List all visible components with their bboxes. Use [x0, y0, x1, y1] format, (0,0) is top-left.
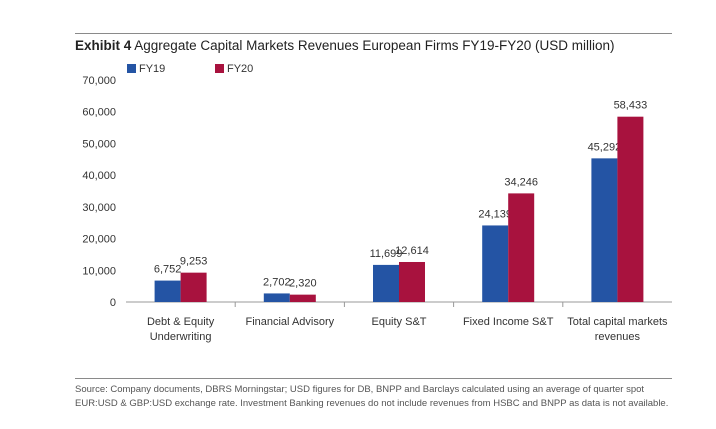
bar-fy20	[508, 193, 535, 302]
chart-title: Exhibit 4 Aggregate Capital Markets Reve…	[75, 38, 614, 53]
legend-label-fy20: FY20	[227, 63, 253, 75]
legend-swatch-fy20	[215, 64, 224, 73]
bar-fy20	[180, 272, 207, 302]
legend-swatch-fy19	[127, 64, 136, 73]
data-label: 34,246	[504, 176, 538, 188]
category-label: Fixed Income S&T	[463, 316, 554, 328]
category-label: Financial Advisory	[245, 316, 334, 328]
category-label: Total capital markets	[567, 316, 668, 328]
y-tick-label: 30,000	[82, 202, 116, 214]
source-rule	[75, 378, 672, 379]
data-label: 2,702	[263, 276, 291, 288]
data-label: 11,699	[370, 248, 403, 260]
bar-fy20	[617, 116, 644, 302]
data-label: 24,139	[478, 208, 512, 220]
category-label: revenues	[595, 331, 641, 343]
data-label: 2,320	[289, 278, 317, 290]
data-label: 58,433	[614, 100, 648, 112]
exhibit-title: Aggregate Capital Markets Revenues Europ…	[134, 38, 615, 53]
data-label: 45,292	[588, 141, 622, 153]
source-note: Source: Company documents, DBRS Mornings…	[75, 384, 669, 409]
data-label: 9,253	[180, 256, 208, 268]
y-tick-label: 0	[110, 297, 116, 309]
header-rule	[75, 33, 672, 34]
y-tick-label: 50,000	[82, 138, 116, 150]
y-tick-label: 70,000	[82, 75, 116, 87]
category-label: Underwriting	[150, 331, 212, 343]
bar-fy19	[373, 264, 399, 302]
y-tick-label: 20,000	[82, 234, 116, 246]
legend-label-fy19: FY19	[139, 63, 165, 75]
bar-fy19	[591, 158, 618, 302]
y-tick-label: 10,000	[82, 265, 116, 277]
bar-fy19	[482, 225, 509, 302]
exhibit-label: Exhibit 4	[75, 38, 132, 53]
category-label: Equity S&T	[371, 316, 426, 328]
y-tick-label: 40,000	[82, 170, 116, 182]
category-label: Debt & Equity	[147, 316, 215, 328]
y-tick-label: 60,000	[82, 107, 116, 119]
bar-fy20	[399, 261, 425, 302]
bar-fy20	[289, 294, 316, 302]
data-label: 12,614	[395, 245, 429, 257]
bar-fy19	[263, 293, 290, 302]
data-label: 6,752	[154, 264, 182, 276]
bar-fy19	[154, 280, 181, 302]
